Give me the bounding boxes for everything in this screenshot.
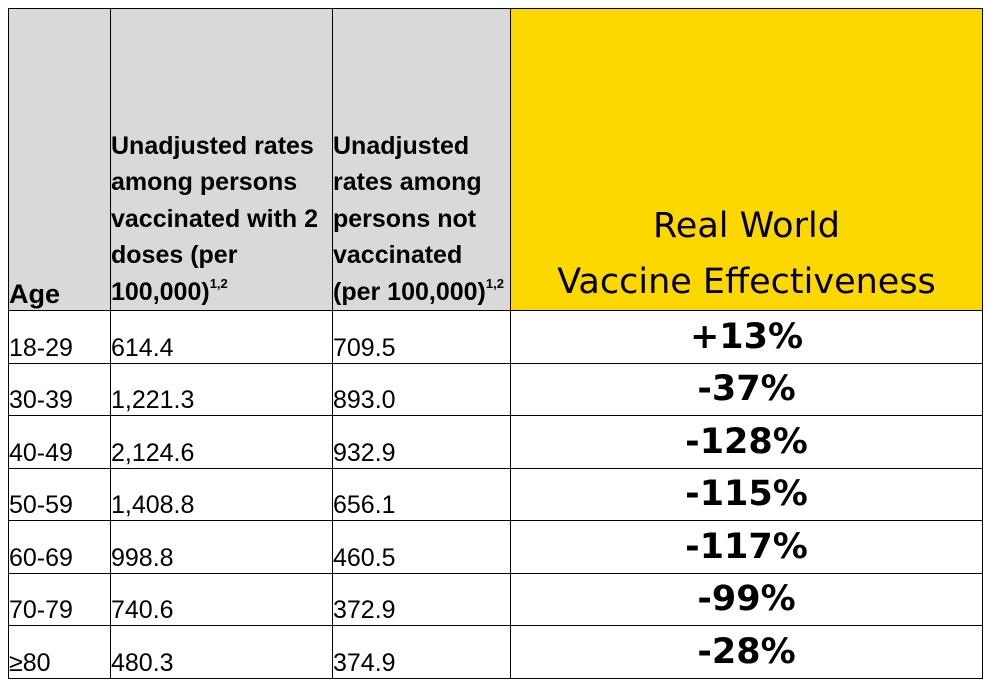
table-row: 50-59 1,408.8 656.1 -115% xyxy=(8,467,983,521)
vaccinated-rate-cell: 1,408.8 xyxy=(110,467,333,521)
vaccinated-rate-cell: 1,221.3 xyxy=(110,362,333,416)
vaccine-effectiveness-table: Age Unadjusted rates among persons vacci… xyxy=(8,8,983,679)
effectiveness-cell: +13% xyxy=(510,310,983,364)
effectiveness-cell: -115% xyxy=(510,467,983,521)
effectiveness-cell: -117% xyxy=(510,520,983,574)
unvaccinated-rate-cell: 709.5 xyxy=(332,310,511,364)
age-cell: ≥80 xyxy=(8,625,111,679)
table-row: 18-29 614.4 709.5 +13% xyxy=(8,310,983,364)
unvaccinated-rate-cell: 656.1 xyxy=(332,467,511,521)
unvaccinated-rate-cell: 460.5 xyxy=(332,520,511,574)
header-effectiveness: Real World Vaccine Effectiveness xyxy=(510,8,983,311)
age-cell: 30-39 xyxy=(8,362,111,416)
header-vaccinated-footnote: 1,2 xyxy=(209,275,228,291)
vaccinated-rate-cell: 2,124.6 xyxy=(110,415,333,469)
header-effectiveness-line1: Real World xyxy=(653,206,840,246)
table-row: 70-79 740.6 372.9 -99% xyxy=(8,572,983,626)
vaccinated-rate-cell: 480.3 xyxy=(110,625,333,679)
header-unvaccinated-text: Unadjusted rates among persons not vacci… xyxy=(333,131,486,306)
vaccinated-rate-cell: 998.8 xyxy=(110,520,333,574)
vaccinated-rate-cell: 614.4 xyxy=(110,310,333,364)
unvaccinated-rate-cell: 374.9 xyxy=(332,625,511,679)
age-cell: 18-29 xyxy=(8,310,111,364)
effectiveness-cell: -28% xyxy=(510,625,983,679)
header-vaccinated-text: Unadjusted rates among persons vaccinate… xyxy=(111,131,319,306)
header-unvaccinated-rates: Unadjusted rates among persons not vacci… xyxy=(332,8,511,311)
effectiveness-cell: -128% xyxy=(510,415,983,469)
effectiveness-cell: -37% xyxy=(510,362,983,416)
vaccinated-rate-cell: 740.6 xyxy=(110,572,333,626)
header-row: Age Unadjusted rates among persons vacci… xyxy=(8,8,983,311)
table-row: 60-69 998.8 460.5 -117% xyxy=(8,520,983,574)
table-row: 30-39 1,221.3 893.0 -37% xyxy=(8,362,983,416)
effectiveness-cell: -99% xyxy=(510,572,983,626)
age-cell: 40-49 xyxy=(8,415,111,469)
header-effectiveness-line2: Vaccine Effectiveness xyxy=(557,262,936,302)
header-age: Age xyxy=(8,8,111,311)
table-row: 40-49 2,124.6 932.9 -128% xyxy=(8,415,983,469)
header-vaccinated-rates: Unadjusted rates among persons vaccinate… xyxy=(110,8,333,311)
unvaccinated-rate-cell: 372.9 xyxy=(332,572,511,626)
table-row: ≥80 480.3 374.9 -28% xyxy=(8,625,983,679)
header-unvaccinated-footnote: 1,2 xyxy=(485,275,504,291)
age-cell: 60-69 xyxy=(8,520,111,574)
age-cell: 50-59 xyxy=(8,467,111,521)
unvaccinated-rate-cell: 893.0 xyxy=(332,362,511,416)
age-cell: 70-79 xyxy=(8,572,111,626)
unvaccinated-rate-cell: 932.9 xyxy=(332,415,511,469)
